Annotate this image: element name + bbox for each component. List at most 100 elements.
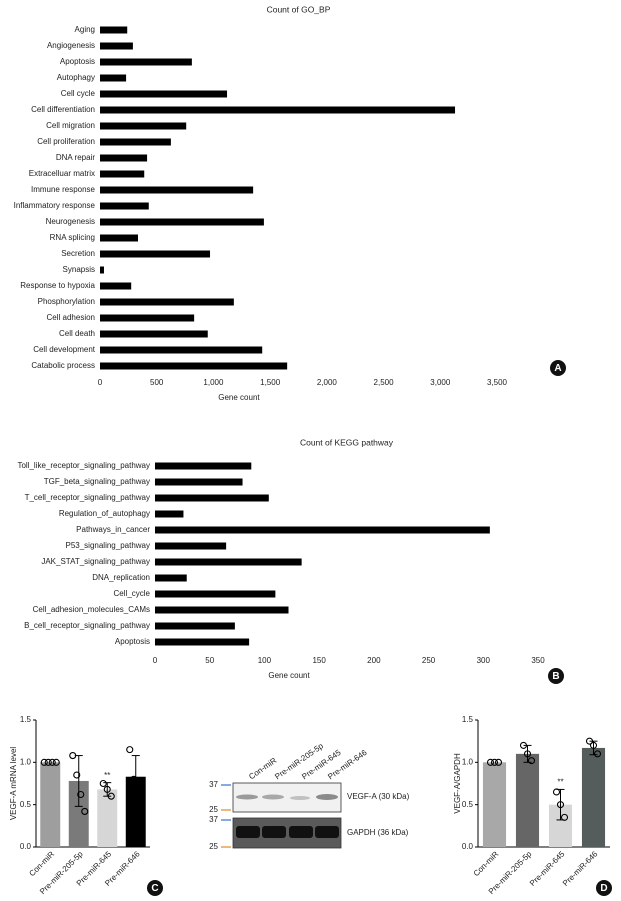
bar xyxy=(155,462,252,470)
bar xyxy=(100,218,264,226)
y-tick-label: DNA repair xyxy=(56,153,95,162)
data-point xyxy=(486,758,495,766)
x-tick-label: 350 xyxy=(531,656,545,665)
bar xyxy=(100,282,132,290)
x-tick-label: 1,500 xyxy=(260,378,281,387)
y-tick-label: Immune response xyxy=(31,185,96,194)
y-tick-label: DNA_replication xyxy=(92,573,150,582)
y-tick-label: 1.5 xyxy=(462,715,474,724)
bar xyxy=(100,170,145,178)
band-label: GAPDH (36 kDa) xyxy=(347,828,409,837)
bar xyxy=(482,762,507,847)
bar xyxy=(155,590,276,598)
y-tick-label: P53_signaling_pathway xyxy=(65,541,150,550)
blot-band xyxy=(316,794,338,800)
blot-band xyxy=(290,796,310,800)
bar xyxy=(68,780,89,847)
significance: ** xyxy=(557,778,563,787)
x-tick-label: 1,000 xyxy=(203,378,224,387)
significance: ** xyxy=(104,771,110,780)
bar xyxy=(100,106,456,114)
bar xyxy=(100,42,133,50)
bar xyxy=(515,753,540,847)
y-tick-label: T_cell_receptor_signaling_pathway xyxy=(25,493,150,502)
y-tick-label: Catabolic process xyxy=(31,361,95,370)
data-point xyxy=(494,758,503,766)
x-tick-label: 2,500 xyxy=(374,378,395,387)
bar xyxy=(40,762,61,847)
panel-badge xyxy=(596,880,612,896)
marker-label: 25 xyxy=(209,805,218,814)
panel-badge xyxy=(548,668,564,684)
data-point xyxy=(130,775,138,783)
data-point xyxy=(73,771,81,779)
y-tick-label: Secretion xyxy=(61,249,95,258)
y-tick-label: Apoptosis xyxy=(60,57,95,66)
y-tick-label: B_cell_receptor_signaling_pathway xyxy=(24,621,150,630)
y-tick-label: Cell migration xyxy=(46,121,95,130)
y-tick-label: Cell differentiation xyxy=(31,105,95,114)
y-tick-label: Pathways_in_cancer xyxy=(76,525,150,534)
x-tick-label: 500 xyxy=(150,378,164,387)
bar xyxy=(100,138,171,146)
bar xyxy=(100,186,254,194)
y-tick-label: Cell adhesion xyxy=(47,313,95,322)
y-tick-label: Cell development xyxy=(33,345,96,354)
bar xyxy=(100,346,263,354)
data-point xyxy=(589,741,598,749)
bar xyxy=(100,298,234,306)
y-tick-label: Toll_like_receptor_signaling_pathway xyxy=(17,461,150,470)
data-point xyxy=(593,750,602,758)
bar xyxy=(155,542,227,550)
x-tick-label: 250 xyxy=(422,656,436,665)
marker-label: 25 xyxy=(209,842,218,851)
chart-title: Count of KEGG pathway xyxy=(300,437,394,447)
data-point xyxy=(52,758,60,766)
bar xyxy=(155,510,184,518)
bar xyxy=(100,154,148,162)
x-tick-label: 3,000 xyxy=(430,378,451,387)
y-tick-label: RNA splicing xyxy=(50,233,95,242)
panel-label: A xyxy=(554,363,561,374)
panel-badge xyxy=(147,880,163,896)
x-tick-label: 0 xyxy=(153,656,158,665)
panel-label: C xyxy=(151,883,158,894)
data-point xyxy=(523,750,532,758)
x-tick-label: 3,500 xyxy=(487,378,508,387)
blot-band xyxy=(262,794,284,800)
data-point xyxy=(527,757,536,765)
y-tick-label: Phosphorylation xyxy=(38,297,95,306)
x-tick-label: 100 xyxy=(258,656,272,665)
panel-label: D xyxy=(600,883,607,894)
bar xyxy=(100,330,208,338)
y-tick-label: 0.5 xyxy=(462,800,474,809)
y-tick-label: Regulation_of_autophagy xyxy=(59,509,150,518)
y-tick-label: Inflammatory response xyxy=(14,201,96,210)
bar xyxy=(100,122,187,130)
y-tick-label: Response to hypoxia xyxy=(20,281,95,290)
x-tick-label: 300 xyxy=(477,656,491,665)
bar xyxy=(155,606,289,614)
data-point xyxy=(490,758,499,766)
x-tick-label: Con-miR xyxy=(472,849,501,878)
bar xyxy=(100,250,211,258)
x-tick-label: 0 xyxy=(98,378,103,387)
blot-band xyxy=(236,794,258,800)
bar xyxy=(100,74,127,82)
data-point xyxy=(81,807,89,815)
blot-band xyxy=(236,826,260,838)
bar xyxy=(100,90,228,98)
data-point xyxy=(126,746,134,754)
data-point xyxy=(40,758,48,766)
y-tick-label: Angiogenesis xyxy=(47,41,95,50)
y-tick-label: Neurogenesis xyxy=(46,217,95,226)
y-tick-label: Aging xyxy=(75,25,95,34)
data-point xyxy=(103,785,111,793)
x-tick-label: Con-miR xyxy=(27,849,56,878)
y-tick-label: Cell death xyxy=(59,329,95,338)
y-tick-label: TGF_beta_signaling_pathway xyxy=(44,477,150,486)
bar xyxy=(100,26,128,34)
y-tick-label: 0.0 xyxy=(462,842,474,851)
